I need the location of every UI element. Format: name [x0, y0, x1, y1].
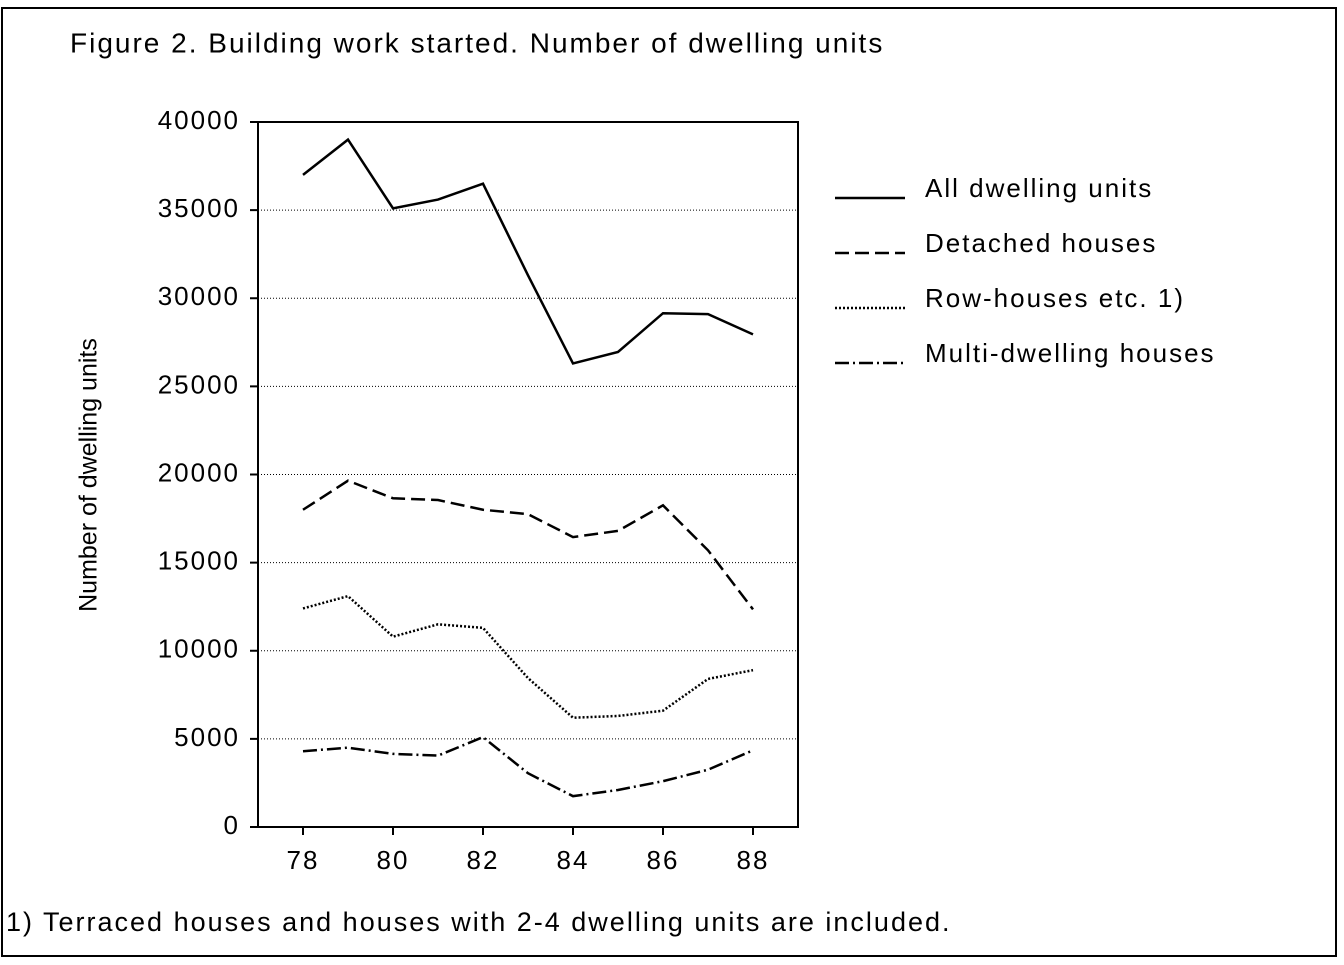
series-line	[302, 137, 754, 365]
series-line	[302, 594, 754, 719]
legend-label: Row-houses etc. 1)	[925, 283, 1185, 313]
frame	[1, 7, 1337, 957]
y-tick-label: 30000	[158, 281, 240, 311]
x-tick-label: 82	[467, 845, 500, 875]
series-line	[302, 735, 754, 798]
x-tick-label: 78	[287, 845, 320, 875]
x-tick-label: 86	[647, 845, 680, 875]
y-tick-label: 10000	[158, 634, 240, 664]
x-tick-label: 80	[377, 845, 410, 875]
y-tick-label: 35000	[158, 193, 240, 223]
x-tick-label: 84	[557, 845, 590, 875]
legend-label: Detached houses	[925, 228, 1157, 258]
y-tick-label: 25000	[158, 369, 240, 399]
y-tick-label: 20000	[158, 457, 240, 487]
series-line	[302, 479, 754, 611]
chart-title: Figure 2. Building work started. Number …	[70, 27, 884, 58]
y-axis-label: Number of dwelling units	[75, 338, 103, 612]
footnote: 1) Terraced houses and houses with 2-4 d…	[6, 907, 952, 937]
x-tick-label: 88	[737, 845, 770, 875]
plot-frame	[257, 121, 799, 828]
legend-label: Multi-dwelling houses	[925, 338, 1216, 368]
y-tick-label: 15000	[158, 546, 240, 576]
legend-label: All dwelling units	[925, 173, 1153, 203]
y-tick-label: 0	[224, 810, 240, 840]
y-tick-label: 5000	[174, 722, 240, 752]
y-tick-label: 40000	[158, 105, 240, 135]
